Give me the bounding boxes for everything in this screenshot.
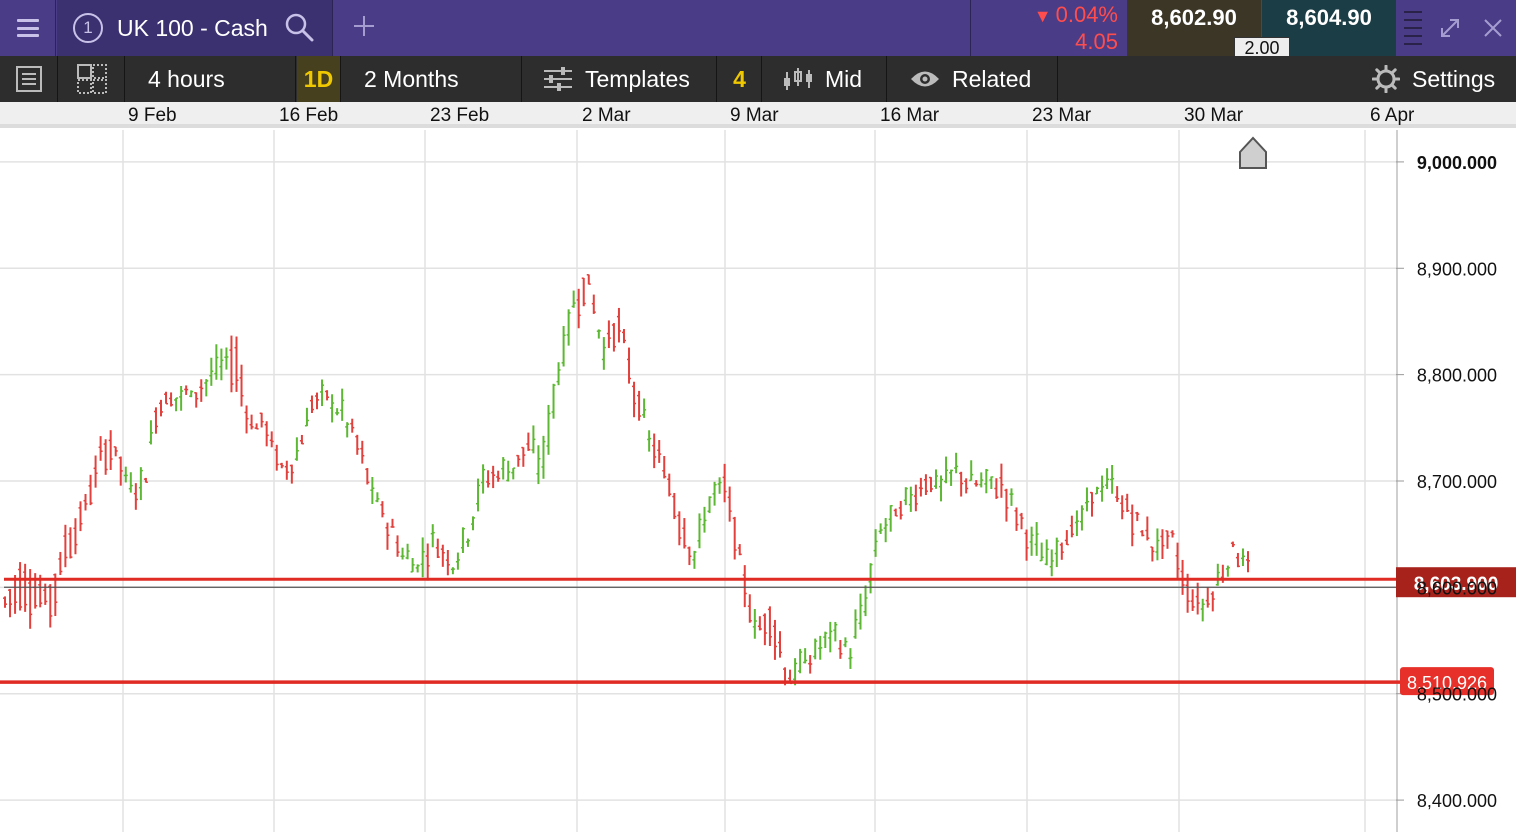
- level-label-bg: [1400, 667, 1494, 696]
- y-tick-label: 8,700.000: [1417, 472, 1497, 492]
- search-icon[interactable]: [284, 12, 314, 47]
- market-tab[interactable]: 1 UK 100 - Cash: [57, 0, 333, 56]
- home-icon: [1239, 136, 1267, 169]
- x-tick-label: 23 Feb: [430, 105, 490, 126]
- down-triangle-icon: ▼: [1033, 5, 1052, 26]
- candlestick-icon: [784, 68, 812, 90]
- add-tab-button[interactable]: [334, 0, 394, 56]
- overlays: 8,603.900 8,510.926: [0, 136, 1516, 696]
- x-tick-label: 9 Feb: [128, 105, 177, 126]
- y-tick-label: 8,500.000: [1417, 685, 1497, 705]
- interval-dropdown[interactable]: 4 hours: [126, 56, 296, 102]
- market-header-bar: 1 UK 100 - Cash ▼ 0.04% 4.05 8,602.90 8,6…: [0, 0, 1516, 58]
- y-tick-label: 8,400.000: [1417, 791, 1497, 811]
- price-type-button[interactable]: Mid: [763, 56, 887, 102]
- price-change: ▼ 0.04% 4.05: [970, 0, 1126, 56]
- price-axis: [1396, 130, 1516, 832]
- expand-icon[interactable]: [1432, 0, 1468, 56]
- related-button[interactable]: Related: [888, 56, 1058, 102]
- tab-number-badge: 1: [73, 13, 103, 43]
- candles: [3, 274, 1250, 686]
- y-tick-label: 9,000.000: [1417, 153, 1497, 173]
- x-tick-label: 23 Mar: [1032, 105, 1092, 126]
- indicator-count-badge[interactable]: 4: [718, 56, 762, 102]
- y-tick-label: 8,600.000: [1417, 578, 1497, 598]
- list-view-button[interactable]: [0, 56, 58, 102]
- settings-label: Settings: [1412, 65, 1496, 92]
- layout-button[interactable]: [59, 56, 125, 102]
- date-axis: 9 Feb 16 Feb 23 Feb 2 Mar 9 Mar 16 Mar 2…: [0, 102, 1516, 128]
- list-icon: [15, 66, 42, 92]
- close-icon[interactable]: [1474, 0, 1512, 56]
- x-tick-label: 30 Mar: [1184, 105, 1244, 126]
- x-tick-label: 16 Feb: [279, 105, 339, 126]
- change-percent: 0.04%: [1055, 1, 1118, 27]
- range-dropdown[interactable]: 2 Months: [342, 56, 522, 102]
- level-label: 8,510.926: [1407, 673, 1487, 693]
- current-price-label-bg: [1396, 567, 1516, 598]
- change-points: 4.05: [1075, 28, 1118, 54]
- sliders-icon: [544, 67, 572, 91]
- x-tick-label: 6 Apr: [1370, 105, 1415, 126]
- templates-button[interactable]: Templates: [523, 56, 717, 102]
- layout-grid-icon: [76, 64, 107, 94]
- chart-toolbar: 4 hours 1D 2 Months Templates 4 Mid Rela…: [0, 56, 1516, 102]
- templates-label: Templates: [585, 65, 690, 92]
- x-tick-label: 16 Mar: [880, 105, 940, 126]
- x-tick-label: 9 Mar: [730, 105, 779, 126]
- hamburger-icon: [16, 19, 39, 37]
- spread-value: 2.00: [1234, 37, 1290, 58]
- eye-icon: [911, 71, 939, 87]
- related-label: Related: [952, 65, 1032, 92]
- chart-grid: [0, 130, 1404, 832]
- period-badge[interactable]: 1D: [297, 56, 341, 102]
- current-price-label: 8,603.900: [1414, 574, 1499, 595]
- plus-icon: [353, 11, 375, 45]
- y-tick-label: 8,800.000: [1417, 366, 1497, 386]
- price-ladder-icon[interactable]: [1400, 0, 1426, 56]
- y-tick-label: 8,900.000: [1417, 259, 1497, 279]
- price-type-label: Mid: [825, 65, 863, 92]
- y-axis-labels: 9,000.000 8,900.000 8,800.000 8,700.000 8,60…: [1417, 153, 1497, 811]
- x-tick-label: 2 Mar: [582, 105, 631, 126]
- price-chart[interactable]: 8,603.900 8,510.926 9,000.000 8,900.000 8,8…: [0, 130, 1516, 832]
- market-title: UK 100 - Cash: [117, 14, 268, 41]
- gear-icon: [1372, 65, 1400, 93]
- hamburger-menu-button[interactable]: [0, 0, 56, 56]
- settings-button[interactable]: Settings: [1360, 56, 1516, 102]
